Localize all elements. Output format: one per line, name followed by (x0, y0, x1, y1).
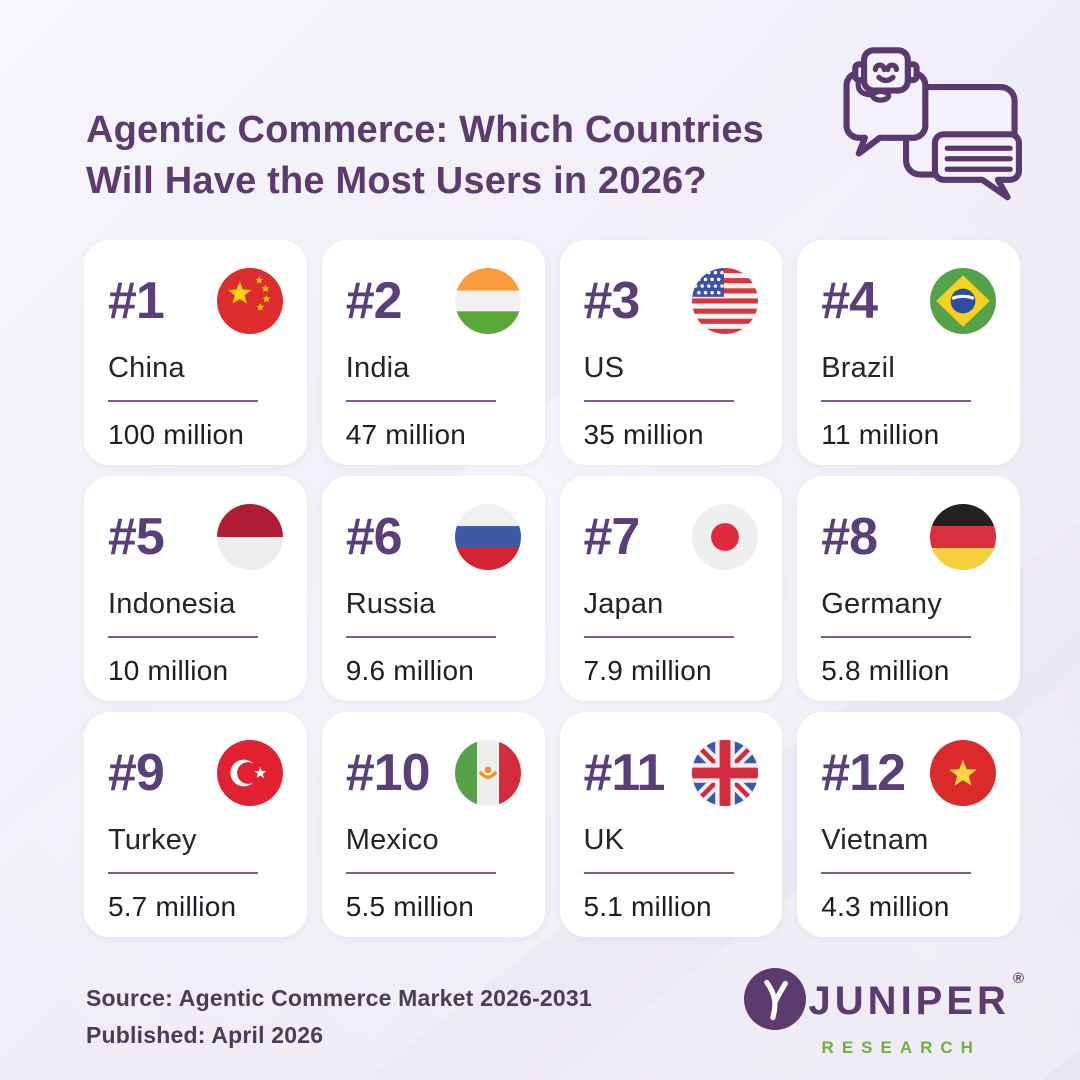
card-header: #4 (821, 266, 996, 336)
country-name: UK (583, 824, 625, 856)
rank-label: #3 (583, 272, 641, 330)
country-name: Turkey (108, 824, 197, 856)
country-card: #10 Mexico 5.5 million (321, 712, 545, 937)
country-card: #7 Japan 7.9 million (559, 476, 783, 701)
card-header: #2 (346, 266, 521, 336)
page-title-line-1: Agentic Commerce: Which Countries (86, 109, 765, 152)
card-divider (583, 872, 734, 874)
country-name: India (345, 352, 410, 384)
country-card: #3 US 35 million (559, 240, 783, 465)
user-count: 10 million (108, 655, 229, 686)
country-card: #5 Indonesia 10 million (84, 476, 307, 701)
country-card: #11 UK 5.1 million (559, 712, 783, 937)
us-flag (692, 268, 759, 334)
rank-label: #8 (821, 508, 878, 566)
card-header: #5 (108, 502, 283, 572)
rank-label: #12 (821, 744, 906, 802)
country-name: Russia (345, 588, 436, 620)
user-count: 100 million (108, 419, 245, 450)
card-divider (108, 636, 258, 638)
card-divider (108, 872, 258, 874)
mexico-flag (454, 740, 521, 806)
country-name: Mexico (345, 824, 439, 856)
india-flag (454, 268, 521, 334)
rank-label: #7 (583, 508, 641, 566)
user-count: 11 million (821, 419, 940, 450)
user-count: 5.1 million (583, 891, 712, 922)
rank-label: #6 (345, 508, 403, 566)
page-title: Agentic Commerce: Which Countries Will H… (86, 105, 866, 205)
juniper-logo-mark (743, 968, 806, 1035)
uk-flag (692, 740, 759, 806)
card-header: #3 (584, 266, 759, 336)
country-card: #4 Brazil 11 million (797, 240, 1020, 465)
user-count: 5.7 million (108, 891, 237, 922)
country-card: #8 Germany 5.8 million (797, 476, 1020, 701)
card-divider (108, 400, 258, 402)
country-name: Germany (821, 588, 942, 620)
card-header: #6 (346, 502, 521, 572)
user-count: 5.8 million (821, 655, 950, 686)
indonesia-flag (216, 504, 283, 570)
rank-label: #9 (108, 744, 165, 802)
card-divider (345, 872, 496, 874)
juniper-research-logo: JUNIPER ® RESEARCH (743, 968, 1024, 1058)
card-divider (821, 400, 972, 402)
user-count: 4.3 million (821, 891, 950, 922)
germany-flag (930, 504, 996, 570)
vietnam-flag (930, 740, 996, 806)
user-count: 47 million (345, 419, 467, 450)
user-count: 35 million (583, 419, 704, 450)
published-line: Published: April 2026 (86, 1021, 324, 1048)
russia-flag (454, 504, 521, 570)
country-name: China (108, 352, 185, 384)
card-header: #1 (108, 266, 283, 336)
logo-subtitle: RESEARCH (821, 1038, 981, 1057)
rank-label: #5 (108, 508, 165, 566)
turkey-flag (216, 740, 283, 806)
country-card: #9 Turkey 5.7 million (84, 712, 307, 937)
card-divider (821, 636, 972, 638)
country-name: Japan (583, 588, 664, 620)
card-divider (583, 400, 734, 402)
country-card: #1 China 100 million (84, 240, 307, 465)
card-divider (345, 400, 496, 402)
cards-grid: #1 China 100 million #2 India 47 million… (84, 240, 1020, 937)
country-card: #2 India 47 million (321, 240, 545, 465)
rank-label: #10 (345, 744, 431, 802)
page-title-line-2: Will Have the Most Users in 2026? (86, 159, 707, 202)
card-header: #9 (108, 738, 283, 808)
user-count: 5.5 million (345, 891, 475, 922)
card-header: #8 (821, 502, 996, 572)
rank-label: #4 (821, 272, 878, 330)
card-header: #10 (346, 738, 521, 808)
japan-flag (692, 504, 759, 570)
chatbot-conversation-icon (832, 38, 1030, 206)
rank-label: #1 (108, 272, 165, 330)
rank-label: #11 (583, 744, 666, 802)
country-name: Brazil (821, 352, 895, 384)
card-header: #7 (584, 502, 759, 572)
registered-mark: ® (1012, 970, 1024, 987)
country-name: Indonesia (108, 588, 236, 620)
user-count: 9.6 million (345, 655, 475, 686)
china-flag (216, 268, 283, 334)
brazil-flag (930, 268, 996, 334)
footer-source: Source: Agentic Commerce Market 2026-203… (86, 980, 592, 1054)
card-header: #11 (584, 738, 759, 808)
user-count: 7.9 million (583, 655, 712, 686)
country-card: #12 Vietnam 4.3 million (797, 712, 1020, 937)
logo-wordmark: JUNIPER (808, 979, 1010, 1023)
country-name: Vietnam (821, 824, 929, 856)
rank-label: #2 (345, 272, 403, 330)
card-divider (583, 636, 734, 638)
source-line: Source: Agentic Commerce Market 2026-203… (86, 985, 592, 1011)
country-card: #6 Russia 9.6 million (321, 476, 545, 701)
card-header: #12 (821, 738, 996, 808)
country-name: US (583, 352, 625, 384)
card-divider (345, 636, 496, 638)
card-divider (821, 872, 972, 874)
